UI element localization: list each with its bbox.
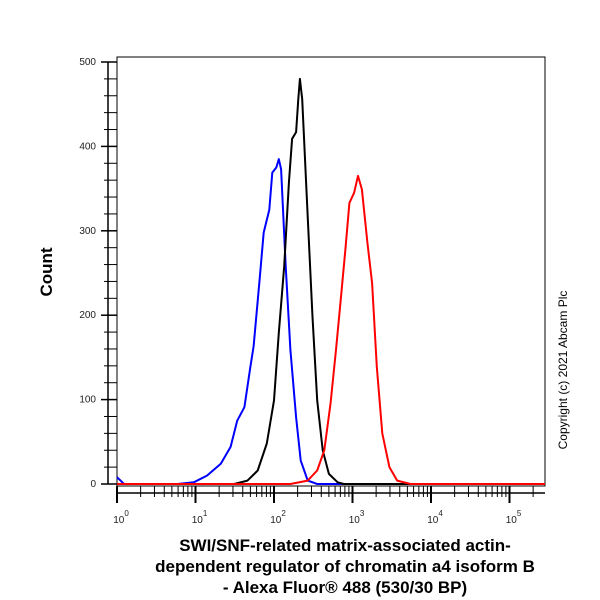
x-tick-base: 10 [270,515,282,526]
histogram-series-2 [117,77,545,485]
x-tick-label: 103 [349,509,365,526]
plot-frame [116,56,546,487]
x-axis-title-line-2: dependent regulator of chromatin a4 isof… [155,557,535,576]
x-tick-base: 10 [113,515,125,526]
x-tick-base: 10 [427,515,439,526]
y-tick-label: 200 [79,310,96,321]
x-tick-exponent: 0 [124,509,129,518]
y-axis-title: Count [37,247,56,296]
x-tick-base: 10 [506,515,518,526]
x-tick-base: 10 [192,515,204,526]
x-tick-label: 100 [113,509,129,526]
x-tick-exponent: 3 [360,509,365,518]
x-tick-label: 101 [192,509,208,526]
histogram-series-1 [116,158,545,485]
x-tick-exponent: 2 [281,509,286,518]
y-tick-label: 300 [79,226,96,237]
histogram-series-3 [117,174,545,485]
x-tick-exponent: 1 [203,509,208,518]
y-tick-label: 500 [79,57,96,68]
y-tick-label: 400 [79,141,96,152]
x-tick-label: 104 [427,509,443,526]
x-axis-title-line-3: - Alexa Fluor® 488 (530/30 BP) [223,578,467,597]
x-tick-base: 10 [349,515,361,526]
x-axis-title-line-1: SWI/SNF-related matrix-associated actin- [179,536,511,555]
y-tick-label: 0 [90,479,96,490]
x-tick-exponent: 4 [438,509,443,518]
x-tick-exponent: 5 [517,509,522,518]
series-group [116,77,545,485]
y-axis: 0 100 200 300 400 500 [79,57,117,490]
copyright-text: Copyright (c) 2021 Abcam Plc [556,291,570,450]
x-tick-label: 102 [270,509,286,526]
y-tick-label: 100 [79,395,96,406]
x-tick-label: 105 [506,509,522,526]
